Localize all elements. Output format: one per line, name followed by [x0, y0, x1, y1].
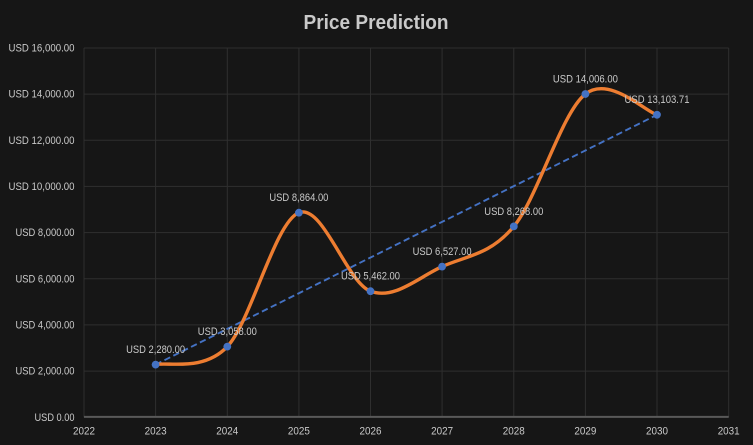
svg-text:USD 0.00: USD 0.00: [35, 412, 75, 424]
svg-text:USD 5,462.00: USD 5,462.00: [341, 271, 400, 283]
svg-text:2030: 2030: [646, 426, 668, 438]
svg-text:2024: 2024: [216, 426, 238, 438]
svg-text:USD 16,000.00: USD 16,000.00: [9, 43, 75, 55]
svg-text:USD 3,058.00: USD 3,058.00: [198, 326, 257, 338]
svg-text:USD 6,000.00: USD 6,000.00: [16, 273, 75, 285]
svg-text:2027: 2027: [431, 426, 453, 438]
svg-text:USD 13,103.71: USD 13,103.71: [625, 94, 690, 106]
svg-text:USD 8,000.00: USD 8,000.00: [16, 227, 75, 239]
svg-text:2025: 2025: [288, 426, 310, 438]
svg-text:2028: 2028: [503, 426, 525, 438]
svg-text:2029: 2029: [574, 426, 596, 438]
svg-text:USD 14,006.00: USD 14,006.00: [553, 73, 618, 85]
svg-text:Price Prediction: Price Prediction: [304, 12, 449, 34]
svg-text:USD 6,527.00: USD 6,527.00: [413, 246, 472, 258]
svg-text:2022: 2022: [73, 426, 95, 438]
svg-text:2026: 2026: [360, 426, 382, 438]
svg-text:USD 2,000.00: USD 2,000.00: [16, 366, 75, 378]
svg-text:2031: 2031: [718, 426, 740, 438]
svg-text:2023: 2023: [145, 426, 167, 438]
svg-text:USD 4,000.00: USD 4,000.00: [16, 320, 75, 332]
svg-text:USD 14,000.00: USD 14,000.00: [9, 89, 75, 101]
svg-text:USD 12,000.00: USD 12,000.00: [9, 135, 75, 147]
svg-text:USD 10,000.00: USD 10,000.00: [9, 181, 75, 193]
svg-text:USD 8,268.00: USD 8,268.00: [484, 206, 543, 218]
svg-text:USD 2,280.00: USD 2,280.00: [126, 344, 185, 356]
svg-text:USD 8,864.00: USD 8,864.00: [269, 192, 328, 204]
